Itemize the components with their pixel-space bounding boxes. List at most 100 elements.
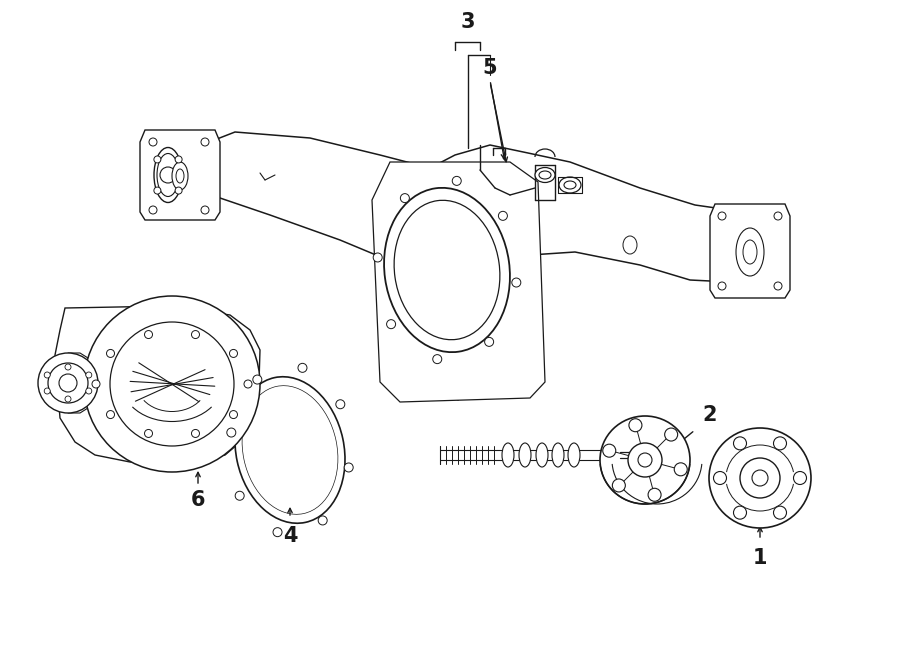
Circle shape bbox=[176, 156, 182, 163]
Circle shape bbox=[638, 453, 652, 467]
Ellipse shape bbox=[519, 443, 531, 467]
Circle shape bbox=[374, 253, 382, 262]
Circle shape bbox=[201, 138, 209, 146]
Circle shape bbox=[512, 278, 521, 287]
Circle shape bbox=[227, 428, 236, 437]
Ellipse shape bbox=[249, 395, 331, 506]
Polygon shape bbox=[55, 306, 260, 462]
Circle shape bbox=[452, 176, 461, 185]
Circle shape bbox=[84, 296, 260, 472]
Circle shape bbox=[603, 444, 616, 457]
Text: 1: 1 bbox=[752, 548, 767, 568]
Circle shape bbox=[400, 194, 410, 203]
Circle shape bbox=[740, 458, 780, 498]
Circle shape bbox=[149, 138, 157, 146]
Polygon shape bbox=[155, 132, 778, 400]
Circle shape bbox=[160, 167, 176, 183]
Circle shape bbox=[484, 337, 493, 346]
Circle shape bbox=[387, 320, 396, 329]
Circle shape bbox=[86, 372, 92, 378]
Ellipse shape bbox=[394, 200, 500, 340]
Circle shape bbox=[433, 354, 442, 364]
Circle shape bbox=[86, 388, 92, 394]
Circle shape bbox=[298, 364, 307, 372]
Circle shape bbox=[44, 388, 50, 394]
Circle shape bbox=[154, 187, 161, 194]
Circle shape bbox=[344, 463, 353, 472]
Ellipse shape bbox=[539, 171, 551, 179]
Polygon shape bbox=[68, 353, 95, 413]
Ellipse shape bbox=[154, 147, 182, 202]
Circle shape bbox=[38, 353, 98, 413]
Circle shape bbox=[648, 488, 662, 501]
Ellipse shape bbox=[176, 169, 184, 183]
Ellipse shape bbox=[235, 377, 345, 524]
Circle shape bbox=[230, 410, 238, 418]
Text: 2: 2 bbox=[703, 405, 717, 425]
Ellipse shape bbox=[384, 188, 510, 352]
Circle shape bbox=[65, 396, 71, 402]
Circle shape bbox=[253, 375, 262, 384]
Circle shape bbox=[59, 374, 77, 392]
Circle shape bbox=[629, 418, 642, 432]
Circle shape bbox=[612, 479, 625, 492]
Circle shape bbox=[44, 372, 50, 378]
Circle shape bbox=[752, 470, 768, 486]
Text: 6: 6 bbox=[191, 490, 205, 510]
Circle shape bbox=[230, 350, 238, 358]
Circle shape bbox=[154, 156, 161, 163]
Circle shape bbox=[145, 330, 152, 338]
Ellipse shape bbox=[709, 428, 811, 528]
Polygon shape bbox=[710, 204, 790, 298]
Circle shape bbox=[201, 206, 209, 214]
Ellipse shape bbox=[568, 443, 580, 467]
Circle shape bbox=[665, 428, 678, 441]
Circle shape bbox=[235, 491, 244, 500]
Text: 3: 3 bbox=[461, 12, 475, 32]
Circle shape bbox=[192, 430, 200, 438]
Circle shape bbox=[273, 527, 282, 537]
Circle shape bbox=[773, 437, 787, 450]
Circle shape bbox=[734, 506, 746, 519]
Ellipse shape bbox=[743, 240, 757, 264]
Circle shape bbox=[718, 212, 726, 220]
Circle shape bbox=[106, 350, 114, 358]
Ellipse shape bbox=[535, 167, 555, 182]
Circle shape bbox=[176, 187, 182, 194]
Ellipse shape bbox=[564, 181, 576, 189]
Ellipse shape bbox=[623, 236, 637, 254]
Circle shape bbox=[718, 282, 726, 290]
Circle shape bbox=[794, 471, 806, 485]
Circle shape bbox=[774, 282, 782, 290]
Polygon shape bbox=[158, 152, 200, 200]
Ellipse shape bbox=[536, 443, 548, 467]
Circle shape bbox=[319, 516, 328, 525]
Text: 5: 5 bbox=[482, 58, 498, 78]
Circle shape bbox=[773, 506, 787, 519]
Circle shape bbox=[734, 437, 746, 450]
Circle shape bbox=[499, 212, 508, 220]
Circle shape bbox=[192, 330, 200, 338]
Text: 4: 4 bbox=[283, 526, 297, 546]
Ellipse shape bbox=[172, 162, 188, 190]
Circle shape bbox=[149, 206, 157, 214]
Polygon shape bbox=[372, 162, 545, 402]
Circle shape bbox=[714, 471, 726, 485]
Circle shape bbox=[48, 363, 88, 403]
Ellipse shape bbox=[600, 416, 690, 504]
Circle shape bbox=[336, 400, 345, 408]
Ellipse shape bbox=[502, 443, 514, 467]
Circle shape bbox=[92, 380, 100, 388]
Ellipse shape bbox=[242, 385, 338, 514]
Circle shape bbox=[65, 364, 71, 370]
Circle shape bbox=[244, 380, 252, 388]
Circle shape bbox=[106, 410, 114, 418]
Circle shape bbox=[674, 463, 688, 476]
Circle shape bbox=[628, 443, 662, 477]
Ellipse shape bbox=[157, 153, 179, 196]
Ellipse shape bbox=[552, 443, 564, 467]
Circle shape bbox=[774, 212, 782, 220]
Circle shape bbox=[145, 430, 152, 438]
Ellipse shape bbox=[559, 177, 581, 193]
Ellipse shape bbox=[736, 228, 764, 276]
